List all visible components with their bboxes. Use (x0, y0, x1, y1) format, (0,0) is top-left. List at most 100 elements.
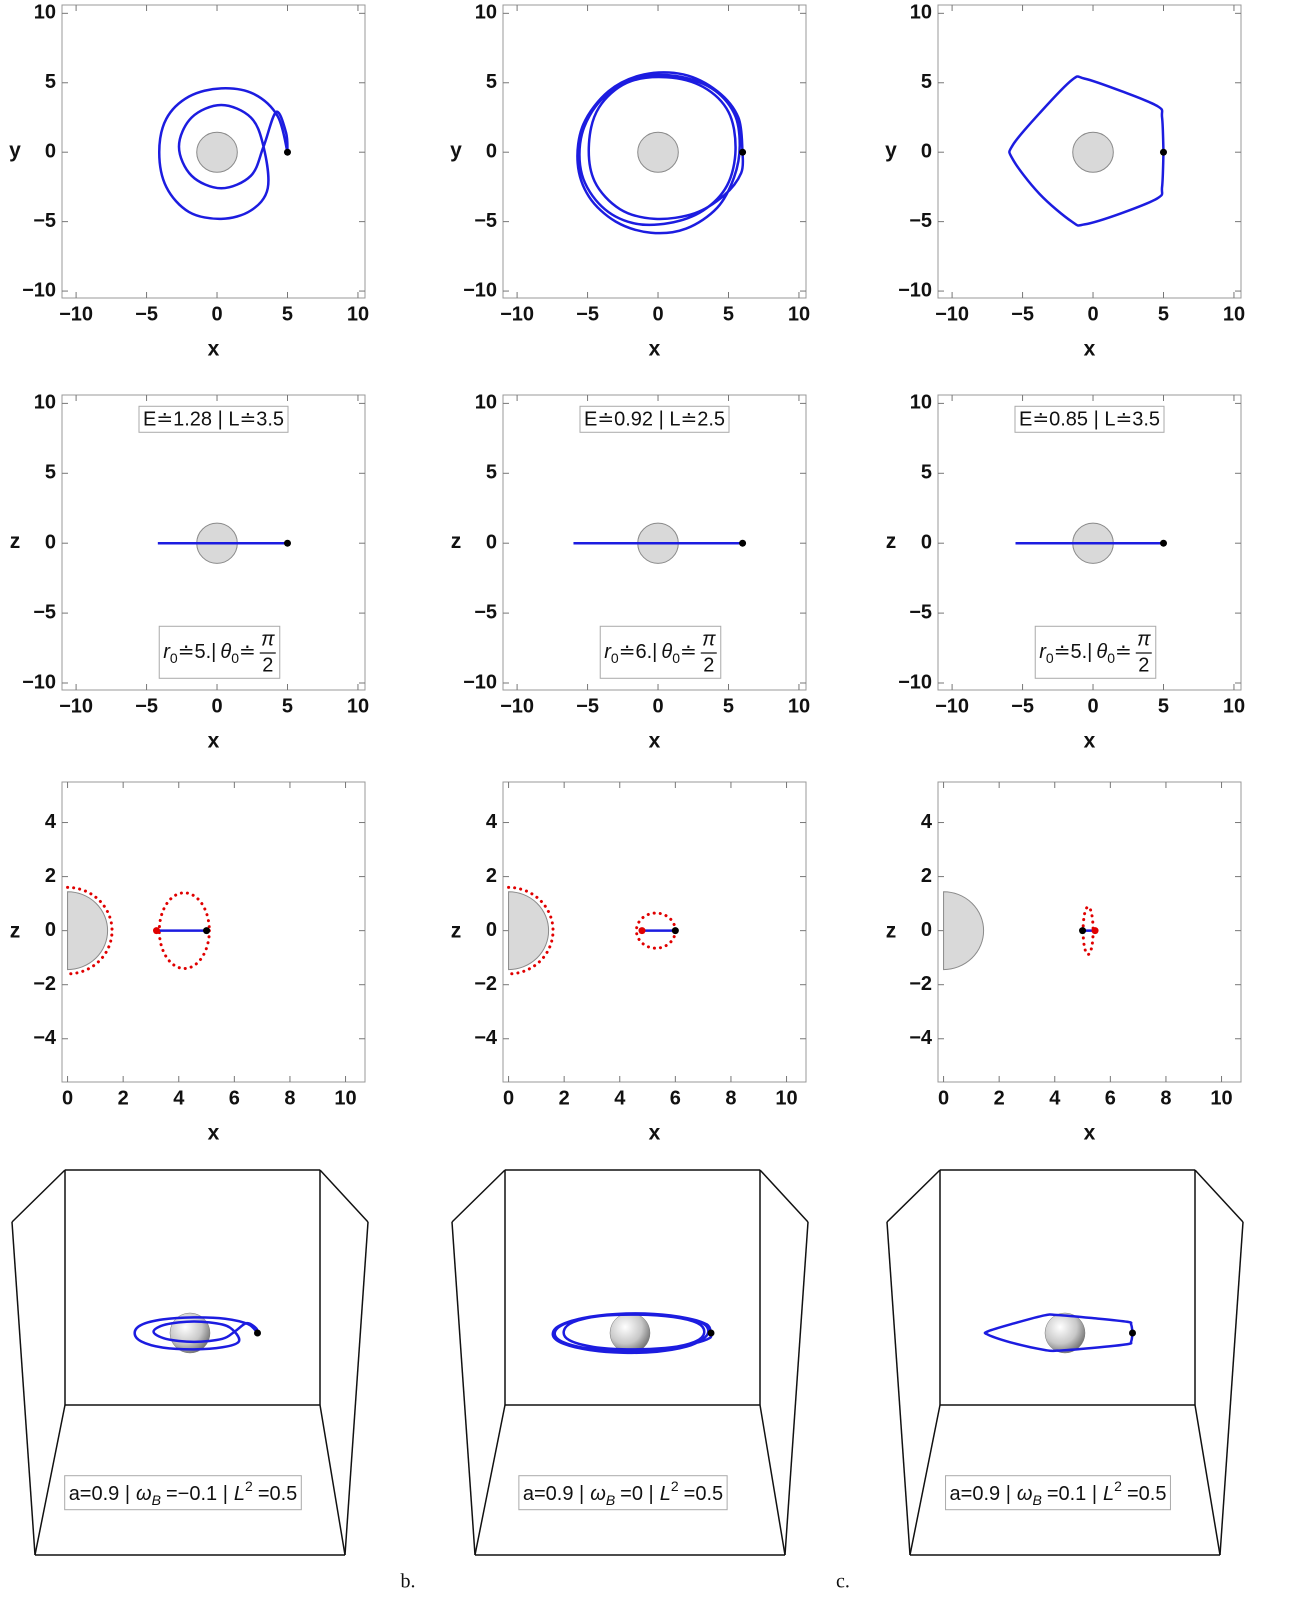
x-tick-label: 0 (211, 303, 222, 325)
y-tick-label: 5 (921, 462, 932, 484)
trajectory (1008, 75, 1165, 227)
start-point (283, 539, 291, 547)
box-edge (11, 1221, 36, 1556)
black-hole (609, 1312, 651, 1354)
y-tick-label: 10 (475, 392, 497, 414)
annotation-box (138, 405, 289, 433)
x-tick-label: −5 (135, 303, 158, 325)
y-axis-label: y (9, 139, 21, 162)
annotation-part: L (660, 1483, 671, 1505)
annotation-part: θ (1096, 641, 1107, 663)
annotation-part: ω (136, 1483, 152, 1505)
x-axis-label: x (649, 1122, 661, 1145)
x-tick-label: 8 (1160, 1087, 1171, 1109)
box-edge (319, 1169, 369, 1223)
y-axis-label: z (10, 920, 21, 943)
x-tick-label: 5 (723, 303, 734, 325)
y-tick-label: −10 (22, 671, 56, 693)
annotation-part: =0.5 (684, 1483, 723, 1505)
box-edge (1194, 1404, 1221, 1556)
start-point (1159, 148, 1167, 156)
box-edge (1219, 1221, 1244, 1556)
horizon (637, 131, 679, 173)
caption: c. (836, 1571, 850, 1593)
black-hole (1044, 1312, 1086, 1354)
y-axis-label: y (450, 139, 462, 162)
x-tick-label: 0 (1087, 695, 1098, 717)
y-tick-label: −2 (33, 973, 56, 995)
annotation-den: 2 (262, 654, 273, 676)
box-edge (759, 1169, 809, 1223)
y-axis-label: y (885, 139, 897, 162)
annotation-part: 2 (245, 1478, 253, 1494)
y-tick-label: 10 (34, 392, 56, 414)
box-edge (344, 1221, 369, 1556)
annotation-box (579, 405, 730, 433)
box-edge (784, 1221, 809, 1556)
annotation-part: B (152, 1492, 161, 1508)
y-tick-label: 10 (475, 2, 497, 24)
caption: b. (401, 1571, 416, 1593)
y-tick-label: 4 (45, 811, 57, 833)
x-tick-label: 6 (670, 1087, 681, 1109)
y-tick-label: 4 (486, 811, 498, 833)
x-tick-label: 4 (614, 1087, 626, 1109)
point (638, 927, 646, 935)
annotation-den: 2 (1138, 654, 1149, 676)
annotation-part: 2 (1114, 1478, 1122, 1494)
x-tick-label: −10 (935, 695, 969, 717)
box-edge (474, 1404, 506, 1556)
x-tick-label: −5 (1011, 303, 1034, 325)
y-tick-label: −5 (33, 601, 56, 623)
annotation-box (1014, 405, 1165, 433)
annotation-part: ≐ (1115, 641, 1132, 663)
y-tick-label: −5 (33, 210, 56, 232)
x-axis-label: x (208, 338, 220, 361)
y-tick-label: 5 (921, 71, 932, 93)
x-tick-label: 10 (334, 1087, 356, 1109)
x-tick-label: 0 (211, 695, 222, 717)
annotation-part: 0 (170, 650, 178, 666)
start-point (1159, 539, 1167, 547)
annotation-part: =0.5 (1127, 1483, 1166, 1505)
y-tick-label: −10 (463, 671, 497, 693)
annotation-part: ≐ (239, 641, 256, 663)
y-tick-label: −4 (33, 1027, 57, 1049)
start-point (739, 148, 747, 156)
trajectory-3d (133, 1316, 259, 1351)
trajectory (576, 71, 745, 235)
plot-frame (502, 781, 807, 1083)
y-tick-label: −10 (898, 279, 932, 301)
annotation-part: L (1103, 1483, 1114, 1505)
annotation-part: ω (590, 1483, 606, 1505)
annotation-part: a=0.9 | (523, 1483, 584, 1505)
annotation: a=0.9 | ωB =0 | L2 =0.5 (523, 1478, 723, 1508)
horizon (1072, 131, 1114, 173)
x-axis-label: x (208, 730, 220, 753)
y-tick-label: 0 (45, 531, 56, 553)
x-tick-label: 4 (1049, 1087, 1061, 1109)
annotation: r0≐5.| θ0≐ (1039, 641, 1132, 665)
box-edge (34, 1404, 66, 1556)
annotation-box (64, 1475, 302, 1511)
x-axis-label: x (1084, 338, 1096, 361)
x-tick-label: 10 (347, 303, 369, 325)
x-tick-label: −5 (576, 303, 599, 325)
annotation-part: ≐5.| (178, 641, 217, 663)
annotation: a=0.9 | ωB =0.1 | L2 =0.5 (950, 1478, 1167, 1508)
box-edge (11, 1169, 66, 1223)
annotation-box (599, 625, 722, 679)
x-tick-label: 10 (775, 1087, 797, 1109)
point (1079, 927, 1087, 935)
y-axis-label: z (451, 530, 462, 553)
x-tick-label: −5 (1011, 695, 1034, 717)
x-tick-label: 10 (788, 695, 810, 717)
y-tick-label: 0 (486, 531, 497, 553)
x-tick-label: 5 (282, 695, 293, 717)
x-tick-label: 6 (229, 1087, 240, 1109)
x-tick-label: 5 (723, 695, 734, 717)
x-tick-label: 8 (725, 1087, 736, 1109)
annotation-part: =0 | (620, 1483, 654, 1505)
annotation: r0≐5.| θ0≐ (163, 641, 256, 665)
